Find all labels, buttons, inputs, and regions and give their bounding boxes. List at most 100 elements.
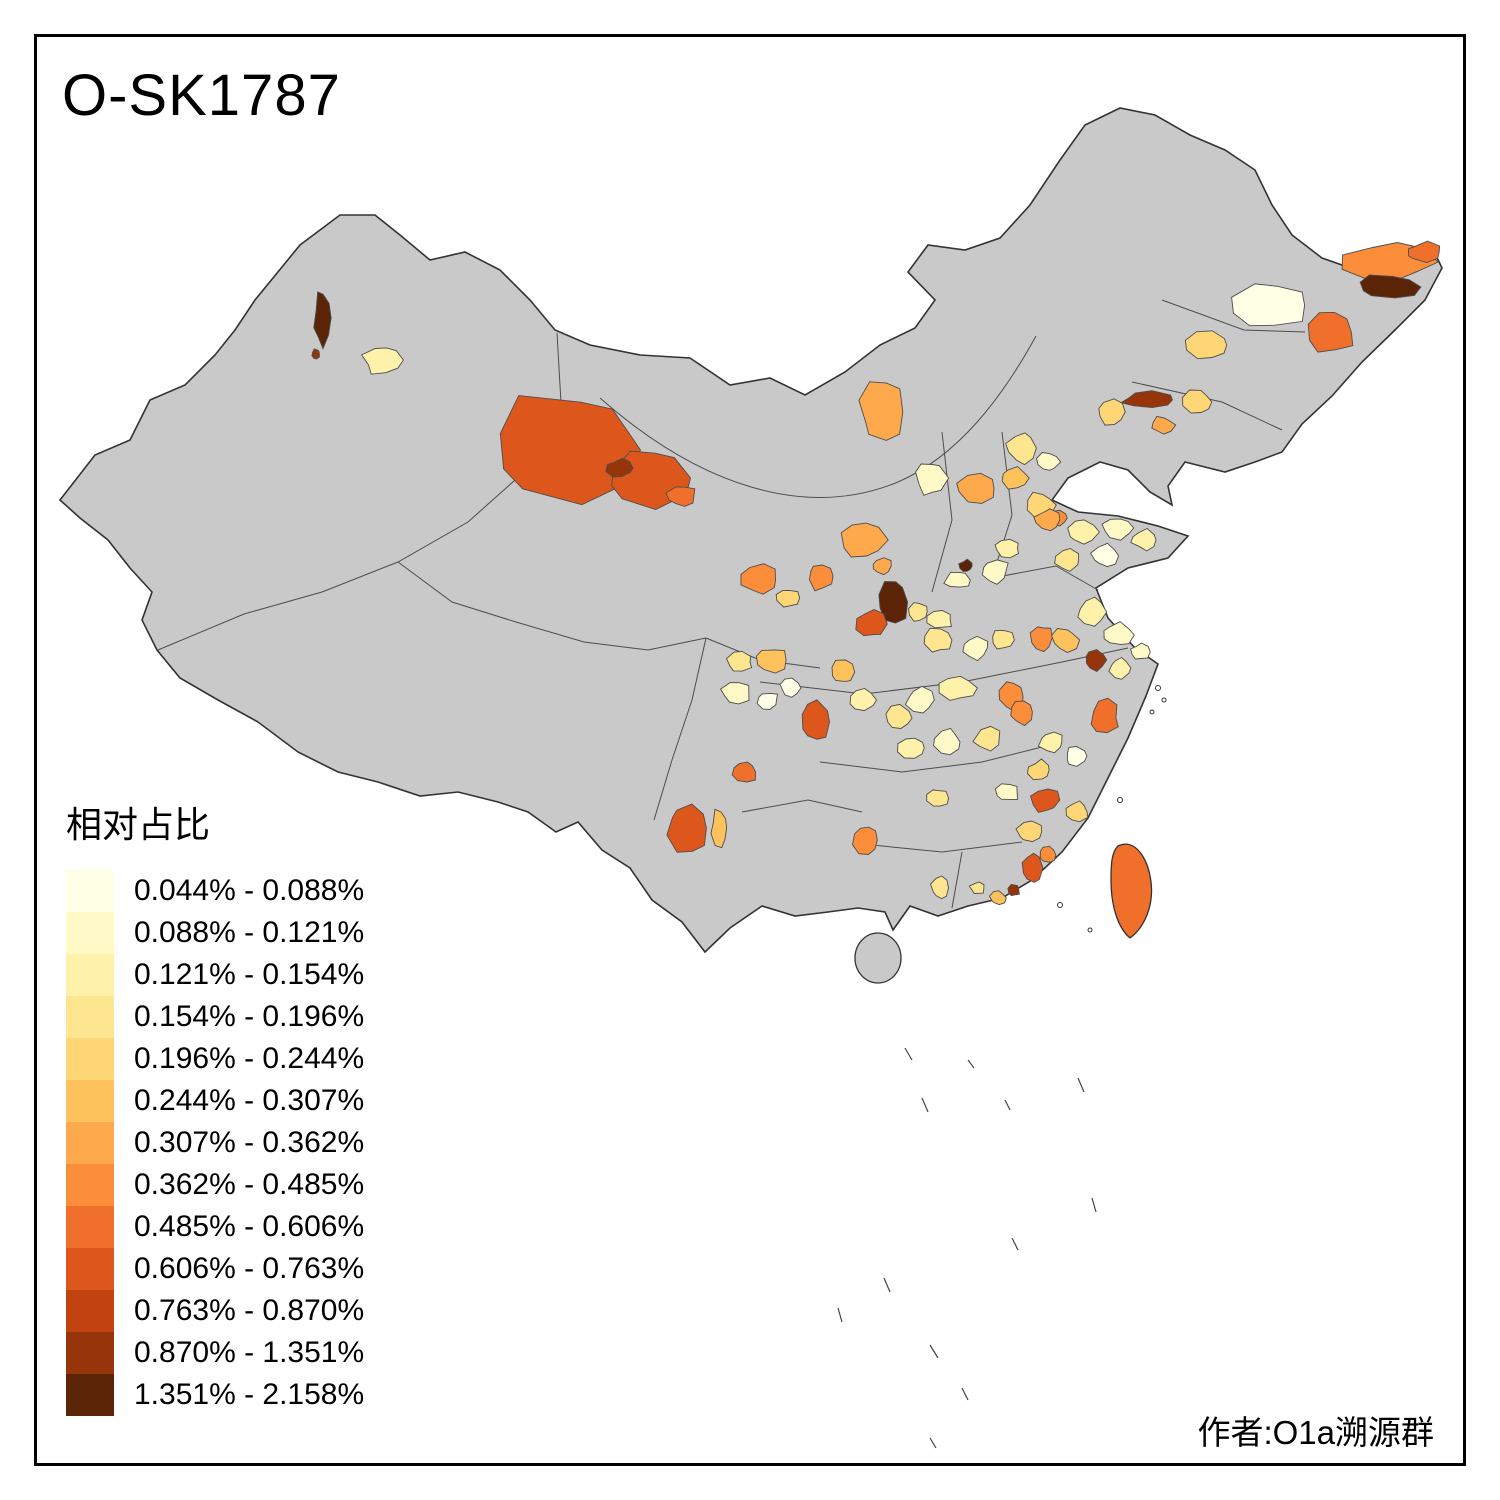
legend-label: 0.044% - 0.088%	[134, 874, 365, 907]
map-region	[1090, 542, 1120, 568]
map-region	[897, 737, 925, 759]
legend-swatch	[66, 1290, 114, 1332]
map-region	[1130, 527, 1157, 552]
map-region	[756, 692, 779, 710]
map-region	[1130, 642, 1151, 660]
map-region	[1103, 621, 1135, 645]
map-region	[775, 589, 801, 608]
map-region	[926, 610, 952, 629]
legend-swatch	[66, 1248, 114, 1290]
map-region	[929, 875, 949, 900]
legend-label: 0.362% - 0.485%	[134, 1168, 365, 1201]
map-region	[1001, 466, 1030, 490]
legend-item: 0.154% - 0.196%	[66, 996, 364, 1038]
map-region	[1065, 800, 1089, 823]
map-region	[923, 627, 953, 653]
map-region	[994, 538, 1019, 559]
map-region	[1054, 548, 1080, 572]
map-region	[852, 826, 878, 855]
legend-item: 0.485% - 0.606%	[66, 1206, 364, 1248]
map-region	[311, 348, 320, 360]
legend-items: 0.044% - 0.088% 0.088% - 0.121% 0.121% - 0…	[66, 870, 364, 1416]
attribution: 作者:O1a溯源群	[1197, 1414, 1434, 1451]
legend-label: 1.351% - 2.158%	[134, 1378, 365, 1411]
map-region	[968, 881, 985, 894]
coastal-islets	[1057, 685, 1167, 933]
map-region	[1007, 884, 1020, 897]
legend-label: 0.196% - 0.244%	[134, 1042, 365, 1075]
map-region	[1033, 508, 1061, 532]
map-region	[908, 602, 928, 622]
map-region	[1066, 746, 1088, 767]
map-region	[1151, 415, 1177, 435]
map-region	[840, 522, 889, 558]
map-region	[1027, 758, 1050, 781]
map-region	[1037, 731, 1063, 754]
map-region	[1015, 820, 1043, 843]
map-region	[831, 659, 856, 682]
map-region	[933, 727, 961, 756]
south-china-sea-islets	[837, 1047, 1097, 1449]
map-region	[740, 563, 777, 595]
map-region	[1029, 788, 1061, 813]
legend-title: 相对占比	[66, 804, 211, 845]
map-region	[915, 463, 950, 496]
legend-swatch	[66, 1164, 114, 1206]
legend-item: 0.244% - 0.307%	[66, 1080, 364, 1122]
legend-swatch	[66, 912, 114, 954]
map-region	[605, 457, 634, 478]
legend-item: 0.088% - 0.121%	[66, 912, 364, 954]
map-region	[1010, 700, 1033, 727]
map-region	[666, 803, 707, 853]
map-region	[938, 675, 978, 701]
map-region	[1108, 656, 1132, 680]
map-region	[731, 761, 756, 783]
map-region	[958, 558, 973, 572]
legend-swatch	[66, 954, 114, 996]
legend-swatch	[66, 1122, 114, 1164]
legend-label: 0.606% - 0.763%	[134, 1252, 365, 1285]
map-region	[1098, 398, 1126, 426]
legend-item: 0.121% - 0.154%	[66, 954, 364, 996]
legend: 相对占比 0.044% - 0.088% 0.088% - 0.121% 0.121…	[66, 796, 364, 1416]
legend-swatch	[66, 996, 114, 1038]
map-region	[665, 486, 696, 507]
map-region	[885, 703, 913, 729]
legend-swatch	[66, 1080, 114, 1122]
page-title: O-SK1787	[62, 63, 341, 128]
map-region	[1184, 330, 1228, 360]
map-region	[1021, 852, 1044, 883]
map-region	[926, 789, 950, 807]
map-region	[1181, 389, 1213, 414]
map-region	[988, 890, 1007, 906]
map-region	[981, 559, 1009, 585]
legend-swatch	[66, 870, 114, 912]
choropleth-regions	[311, 240, 1441, 906]
map-region	[943, 571, 971, 588]
legend-label: 0.485% - 0.606%	[134, 1210, 365, 1243]
legend-item: 0.763% - 0.870%	[66, 1290, 364, 1332]
map-region	[1090, 697, 1119, 734]
legend-label: 0.121% - 0.154%	[134, 958, 365, 991]
map-region	[1407, 240, 1441, 263]
map-region	[849, 688, 878, 712]
map-region	[1050, 628, 1081, 653]
map-region	[499, 395, 642, 506]
map-region	[313, 291, 332, 350]
map-region	[1039, 845, 1057, 863]
map-region	[1067, 519, 1100, 545]
map-region	[1036, 452, 1062, 471]
map-region	[1101, 518, 1135, 541]
legend-swatch	[66, 1038, 114, 1080]
legend-item: 0.362% - 0.485%	[66, 1164, 364, 1206]
map-region	[779, 677, 802, 698]
legend-item: 1.351% - 2.158%	[66, 1374, 364, 1416]
map-region	[725, 650, 753, 672]
legend-item: 0.307% - 0.362%	[66, 1122, 364, 1164]
map-region	[904, 685, 935, 714]
map-region	[808, 564, 834, 592]
map-region	[1085, 649, 1108, 672]
map-region	[878, 581, 909, 624]
